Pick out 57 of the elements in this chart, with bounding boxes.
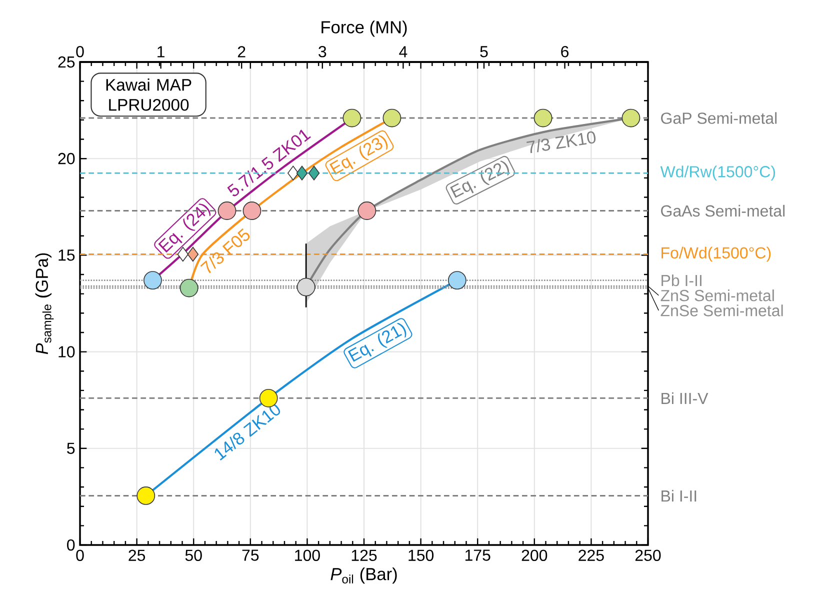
x-axis-title: P$_{oil}$ (Bar) [330,568,397,584]
y-tick-label: 25 [58,56,75,68]
point [308,166,320,180]
ref-line-label: GaP Semi-metal [661,112,777,124]
x-tick-label: 50 [185,550,202,562]
x2-tick-label: 6 [561,46,569,58]
x2-tick-label: 4 [399,46,408,58]
y-tick-label: 20 [58,152,75,164]
x-tick-label: 225 [578,550,604,562]
point [218,202,236,220]
point [136,486,156,505]
ref-line-label: Bi III-V [662,392,708,404]
point [296,166,308,180]
x2-tick-label: 1 [158,46,164,58]
x2-tick-label: 3 [318,46,326,58]
point [296,278,316,296]
ref-line-label: ZnSe Semi-metal [660,304,783,316]
x-tick-label: 175 [465,550,490,561]
ref-line-label: Fo/Wd(1500°C) [662,246,771,262]
ref-line-label: GaAs Semi-metal [661,204,785,217]
annotation: Kawai MAP LPRU2000 [106,78,192,111]
x-tick-label: 25 [128,550,146,562]
x2-axis-title: Force (MN) [322,20,407,37]
y-tick-label: 10 [58,346,75,358]
point [187,246,199,262]
x2-tick-label: 5 [480,46,488,58]
x2-tick-label: 0 [76,46,84,58]
ref-line-label: Wd/Rw(1500°C) [660,166,776,181]
x-tick-label: 75 [242,550,259,561]
annotation: Eq. (22) [450,160,510,198]
x-tick-label: 150 [408,550,434,562]
y-tick-label: 5 [67,442,75,454]
point [180,278,198,298]
x-tick-label: 250 [635,550,661,562]
point [448,271,466,290]
x-tick-label: 0 [76,550,84,562]
y-tick-label: 15 [58,250,75,261]
y-tick-label: 0 [67,539,75,551]
point [342,108,362,128]
x-tick-label: 100 [295,550,320,562]
text: 7/3 ZK10 [526,131,596,154]
x2-tick-label: 2 [238,46,246,58]
ref-line-label: Bi I-II [662,490,696,502]
point [382,108,402,128]
ref-line-label: Pb I-II [662,274,702,286]
point [144,271,162,290]
point [534,108,552,128]
point [288,166,299,180]
x-tick-label: 125 [352,550,377,562]
annotation: Eq. (23) [330,135,388,175]
point [358,202,376,220]
x-tick-label: 200 [522,550,548,562]
annotation: Eq. (21) [348,322,406,362]
y-axis-title: P$_{sample}$ (GPa) [35,253,54,354]
point [622,108,640,128]
point [242,202,262,220]
ref-line-label: ZnS Semi-metal [660,290,774,302]
